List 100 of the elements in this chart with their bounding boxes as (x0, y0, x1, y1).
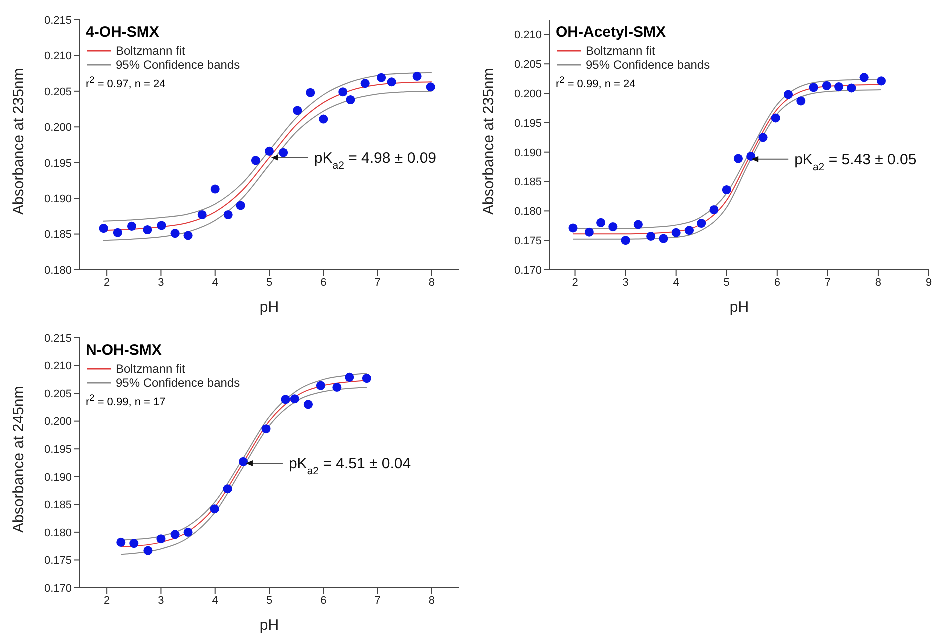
point (758, 133, 768, 142)
x-tick-label: 7 (374, 594, 381, 607)
point (223, 484, 232, 494)
legend-label: 95% Confidence bands (116, 58, 240, 72)
point (293, 106, 302, 116)
x-tick-label: 4 (212, 276, 218, 289)
annotation: pK$_{a2}$ = 4.98 ± 0.09 (314, 150, 437, 172)
chart-title: N-OH-SMX (86, 342, 162, 359)
point (734, 154, 744, 164)
point (281, 395, 290, 404)
point (264, 146, 274, 156)
y-tick-label: 0.215 (44, 14, 72, 27)
x-tick-label: 4 (212, 594, 218, 607)
x-tick-label: 6 (320, 276, 327, 289)
point (621, 236, 630, 246)
y-tick-label: 0.185 (514, 176, 542, 189)
x-tick-label: 5 (266, 594, 273, 607)
x-tick-label: 8 (428, 276, 435, 289)
y-tick-label: 0.200 (44, 416, 72, 428)
y-tick-label: 0.210 (44, 50, 72, 63)
point (113, 228, 122, 238)
y-tick-label: 0.170 (44, 582, 72, 595)
point (279, 148, 288, 158)
point (210, 184, 220, 194)
x-tick-label: 2 (104, 594, 110, 607)
legend-label: 95% Confidence bands (116, 376, 240, 390)
point (784, 90, 794, 100)
point (771, 114, 780, 123)
point (144, 546, 153, 556)
point (332, 382, 342, 392)
point (319, 114, 328, 124)
x-tick-label: 6 (774, 276, 780, 289)
legend-label: 95% Confidence bands (586, 58, 710, 72)
point (306, 88, 316, 98)
point (316, 381, 326, 390)
point (387, 78, 396, 87)
point (304, 400, 313, 410)
x-tick-label: 6 (320, 594, 327, 607)
point (210, 504, 220, 514)
point (290, 394, 300, 404)
point (684, 226, 694, 236)
point (262, 424, 271, 434)
y-tick-label: 0.170 (514, 264, 542, 277)
point (224, 210, 233, 220)
annotation: pK$_{a2}$ = 4.51 ± 0.04 (288, 456, 412, 478)
point (362, 374, 372, 384)
y-tick-label: 0.205 (44, 86, 72, 98)
chart-title: 4-OH-SMX (86, 24, 160, 41)
point (127, 222, 136, 231)
point (876, 76, 886, 86)
point (596, 218, 606, 228)
point (170, 530, 180, 540)
point (116, 538, 126, 547)
x-tick-label: 4 (673, 276, 680, 289)
point (157, 221, 166, 230)
y-tick-label: 0.175 (44, 555, 72, 568)
point (251, 156, 260, 166)
x-tick-label: 3 (622, 276, 629, 289)
point (608, 222, 618, 232)
annotation: pK$_{a2}$ = 5.43 ± 0.05 (794, 151, 917, 174)
y-tick-label: 0.190 (514, 147, 542, 160)
point (796, 96, 806, 106)
point (710, 205, 719, 215)
point (634, 220, 643, 230)
y-tick-label: 0.180 (44, 264, 72, 277)
legend-label: Boltzmann fit (586, 44, 656, 58)
point (809, 83, 818, 92)
x-tick-label: 3 (158, 276, 164, 289)
x-tick-label: 8 (875, 276, 882, 289)
point (360, 79, 370, 88)
y-tick-label: 0.200 (514, 88, 542, 100)
x-tick-label: 9 (926, 276, 932, 289)
annotation: r$^{2}$ = 0.97, n = 24 (86, 75, 166, 91)
x-axis-title: pH (260, 617, 280, 634)
y-tick-label: 0.205 (44, 388, 72, 400)
point (822, 81, 832, 90)
y-axis-title: Absorbance at 235nm (480, 68, 498, 215)
annotation: r$^{2}$ = 0.99, n = 24 (556, 75, 636, 91)
point (184, 231, 193, 240)
x-tick-label: 3 (158, 594, 164, 607)
point (377, 73, 386, 82)
point (170, 229, 180, 238)
y-tick-label: 0.185 (44, 229, 72, 242)
point (99, 224, 108, 234)
x-axis-title: pH (260, 299, 280, 316)
chart-title: OH-Acetyl-SMX (556, 24, 666, 41)
point (236, 201, 246, 210)
point (338, 88, 348, 97)
y-tick-label: 0.195 (44, 158, 72, 170)
y-axis-title: Absorbance at 235nm (10, 68, 28, 215)
y-tick-label: 0.175 (514, 235, 542, 248)
point (672, 228, 681, 238)
point (746, 152, 756, 161)
x-tick-label: 8 (428, 594, 435, 607)
point (143, 225, 152, 235)
point (156, 534, 166, 544)
y-tick-label: 0.200 (44, 122, 72, 134)
point (426, 82, 436, 92)
y-tick-label: 0.215 (44, 332, 72, 345)
y-tick-label: 0.210 (44, 360, 72, 373)
